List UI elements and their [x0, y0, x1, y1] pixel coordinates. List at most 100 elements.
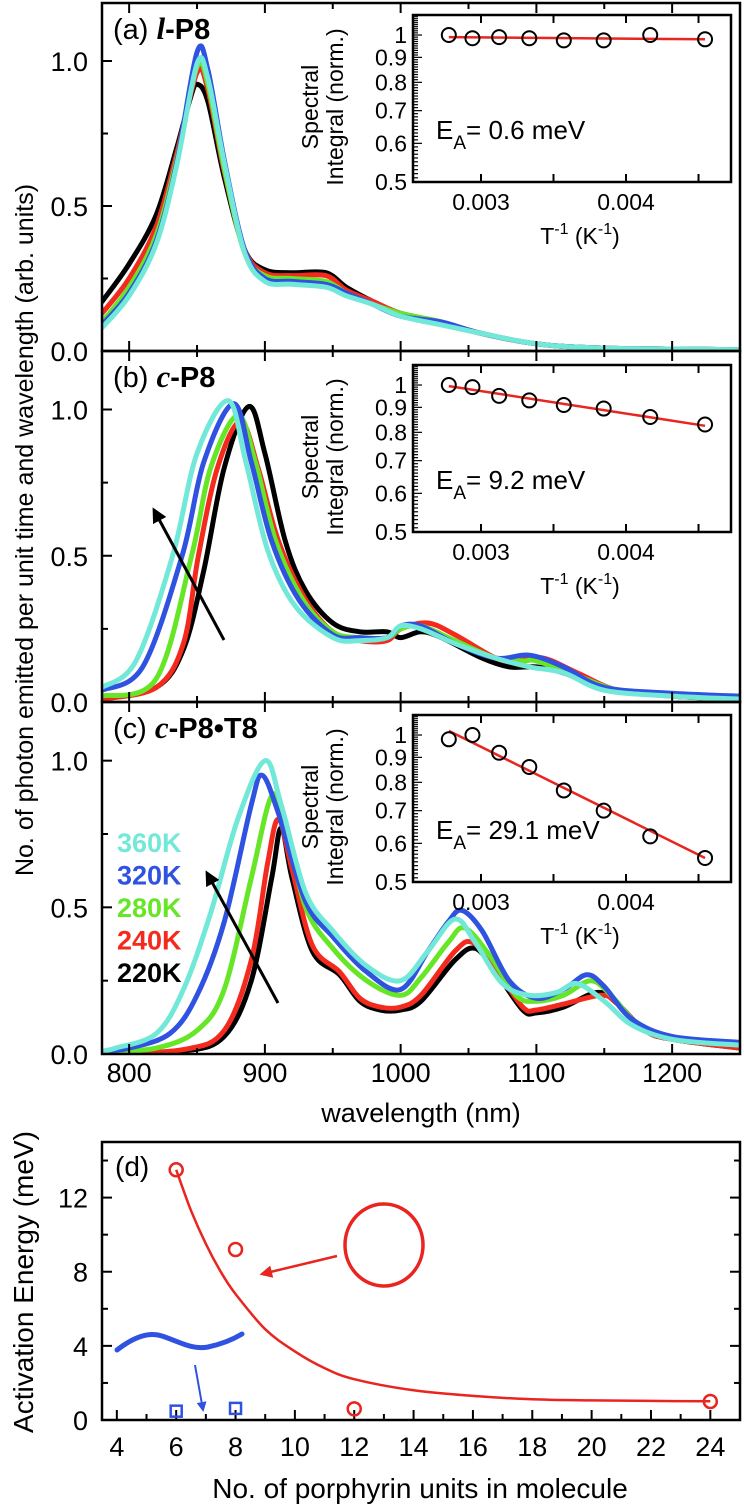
x-tick-label: 20: [577, 1432, 607, 1462]
inset-y-axis-label: Integral (norm.): [322, 28, 348, 185]
y-tick-label: 4: [73, 1332, 88, 1362]
temperature-arrow-b: [152, 507, 226, 641]
panel-label-italic: c: [155, 710, 169, 745]
data-point-cyclic: [702, 1393, 719, 1410]
cyclic-molecule-icon: [343, 1202, 425, 1288]
inset-data-point: [464, 30, 481, 47]
inset-x-axis-label: T-1 (K-1): [540, 571, 620, 599]
annotation-value: = 29.1 meV: [466, 815, 600, 845]
inset-x-axis-label: T-1 (K-1): [540, 221, 620, 249]
inset-y-tick-label: 1: [394, 372, 407, 398]
x-tick-label: 12: [339, 1432, 369, 1462]
activation-energy-annotation: EA= 29.1 meV: [436, 815, 600, 854]
inset-y-tick-label: 0.8: [375, 769, 407, 795]
x-tick-label: 6: [169, 1432, 184, 1462]
panel-frame: [100, 700, 742, 1056]
inset-y-axis-label: Spectral: [297, 65, 323, 149]
panel-label: (d): [115, 1151, 149, 1182]
inset-data-point: [595, 400, 612, 417]
inset-x-tick-label: 0.004: [597, 539, 655, 565]
inset-x-label-base: T: [540, 223, 554, 249]
annotation-symbol: E: [436, 465, 453, 495]
inset-y-tick-label: 0.7: [375, 448, 407, 474]
annotation-value: = 0.6 meV: [466, 115, 586, 145]
annotation-symbol: E: [436, 815, 453, 845]
inset-y-axis-label: Integral (norm.): [322, 728, 348, 885]
inset-x-tick-label: 0.004: [597, 889, 655, 915]
inset-x-tick-label: 0.003: [452, 539, 510, 565]
inset-x-label-sup2: -1: [598, 571, 612, 588]
x-tick-label: 18: [517, 1432, 547, 1462]
inset-frame: [411, 713, 733, 884]
inset-background: [413, 365, 731, 532]
inset-x-label-base: T: [540, 573, 554, 599]
y-tick-label: 12: [58, 1184, 88, 1214]
inset-y-tick-label: 0.5: [375, 169, 407, 195]
data-point-linear: [228, 1401, 243, 1416]
panel-label-sample: -P8: [165, 14, 210, 46]
inset-y-tick-label: 0.6: [375, 480, 407, 506]
inset-data-point: [555, 397, 572, 414]
spectrum-curve-320K: [102, 772, 740, 1054]
inset-x-tick-label: 0.003: [452, 889, 510, 915]
x-axis-label: No. of porphyrin units in molecule: [212, 1473, 628, 1504]
inset-y-axis-label: Spectral: [297, 415, 323, 499]
inset-y-tick-label: 0.9: [375, 394, 407, 420]
inset-x-label-end: ): [612, 923, 620, 949]
x-tick-label: 1200: [642, 1058, 702, 1088]
legend-entry-360K: 360K: [117, 828, 182, 858]
x-tick-label: 900: [242, 1058, 287, 1088]
panel-b: 0.0 0.5 1.0 (b) c-P8 10.90.8 0.7 0.6 0.5 0.003 0.…: [50, 349, 742, 718]
inset-data-point: [440, 731, 457, 748]
inset-y-tick-label: 0.7: [375, 798, 407, 824]
inset-x-label-mid: (K: [569, 223, 599, 249]
spectrum-curve-360K: [102, 55, 740, 351]
legend-entry-280K: 280K: [117, 893, 182, 923]
x-tick-label: 8: [228, 1432, 243, 1462]
inset-b: 10.90.8 0.7 0.6 0.5 0.003 0.004 Spectral Integr…: [297, 363, 733, 599]
x-tick-label: 1100: [507, 1058, 565, 1088]
inset-y-tick-label: 0.5: [375, 869, 407, 895]
inset-a: 10.90.8 0.7 0.6 0.5 0.003 0.004 Spectral Integr…: [297, 13, 733, 249]
inset-x-label-sup1: -1: [554, 921, 568, 938]
panel-label-sample: -P8•T8: [169, 713, 258, 745]
main-x-axis-label: wavelength (nm): [320, 1098, 521, 1128]
y-tick-label: 0.5: [50, 192, 88, 222]
inset-x-tick-label: 0.004: [597, 189, 655, 215]
inset-y-axis-label: Spectral: [297, 765, 323, 849]
inset-data-point: [440, 377, 457, 394]
x-tick-label: 10: [280, 1432, 310, 1462]
activation-energy-annotation: EA= 9.2 meV: [436, 465, 586, 504]
inset-data-point: [521, 392, 538, 409]
y-tick-label: 0.0: [50, 337, 88, 367]
x-tick-label: 14: [399, 1432, 429, 1462]
inset-x-tick-label: 0.003: [452, 189, 510, 215]
annotation-value: = 9.2 meV: [466, 465, 586, 495]
x-tick-label: 22: [636, 1432, 666, 1462]
spectra-panels: 0.00.51.0(a) l-P8 10.90.80.70.60.50.003 0.…: [50, 1, 742, 1088]
inset-x-label-mid: (K: [569, 573, 599, 599]
cyclic-arrow: [259, 1254, 338, 1278]
inset-y-tick-label: 0.8: [375, 69, 407, 95]
inset-y-tick-label: 1: [394, 722, 407, 748]
y-tick-label: 0.0: [50, 688, 88, 718]
inset-y-tick-label: 0.6: [375, 830, 407, 856]
panel-c: 0.0 0.5 1.0 800 900 1000 1100 1200 (c) c-P8•T8 36…: [50, 700, 742, 1088]
x-tick-label: 24: [695, 1432, 725, 1462]
inset-data-point: [464, 379, 481, 396]
annotation-subscript: A: [453, 833, 466, 854]
spectrum-curve-220K: [102, 825, 740, 1054]
inset-data-point: [464, 727, 481, 744]
annotation-symbol: E: [436, 115, 453, 145]
y-axis-label: Activation Energy (meV): [8, 1131, 39, 1433]
legend-entry-320K: 320K: [117, 861, 182, 891]
x-tick-label: 1000: [371, 1058, 431, 1088]
spectrum-curve-280K: [102, 791, 740, 1054]
inset-y-tick-label: 0.7: [375, 98, 407, 124]
inset-c: 10.90.8 0.7 0.6 0.5 0.003 0.004 Spectral Integr…: [297, 713, 733, 949]
inset-x-label-sup2: -1: [598, 221, 612, 238]
inset-data-point: [491, 387, 508, 404]
inset-data-point: [595, 32, 612, 49]
spectrum-curve-320K: [102, 401, 740, 699]
